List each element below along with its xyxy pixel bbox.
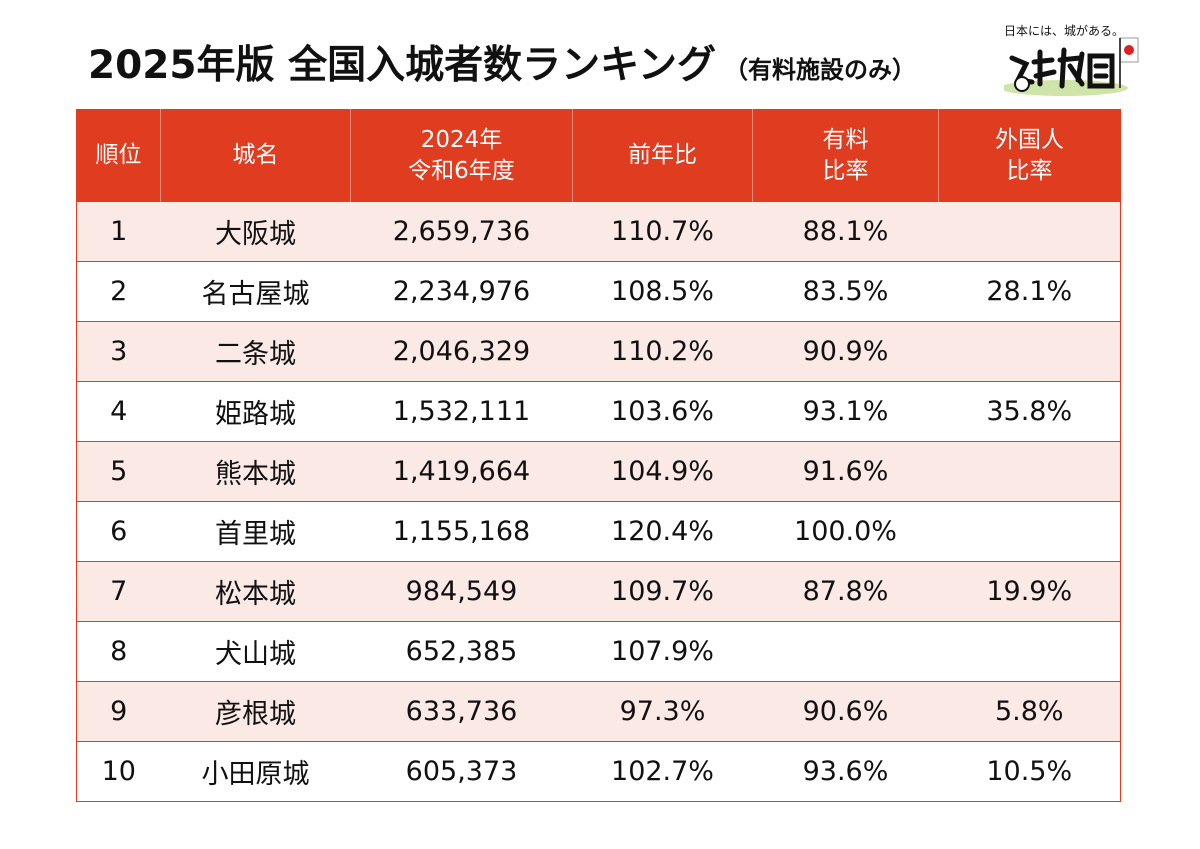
foreign-ratio-cell — [938, 321, 1121, 382]
visitors-cell: 605,373 — [350, 741, 573, 802]
ranking-table: 順位 城名 2024年 令和6年度 前年比 有料 比率 外国人 比率 1 大阪城 2… — [76, 109, 1121, 802]
castle-name-cell: 小田原城 — [160, 741, 351, 802]
rank-cell: 7 — [76, 561, 161, 622]
castle-name-cell: 首里城 — [160, 501, 351, 562]
paid-ratio-cell: 90.9% — [752, 321, 939, 382]
castle-name-cell: 松本城 — [160, 561, 351, 622]
paid-ratio-cell: 90.6% — [752, 681, 939, 742]
table-row: 7 松本城 984,549 109.7% 87.8% 19.9% — [76, 561, 1121, 622]
visitors-cell: 2,659,736 — [350, 201, 573, 262]
header-foreign-ratio-line2: 比率 — [1006, 157, 1053, 184]
castle-name-cell: 大阪城 — [160, 201, 351, 262]
foreign-ratio-cell: 19.9% — [938, 561, 1121, 622]
header-castle-name-label: 城名 — [232, 142, 279, 168]
rank-cell: 3 — [76, 321, 161, 382]
header-castle-name: 城名 — [160, 109, 351, 202]
yoy-cell: 103.6% — [572, 381, 753, 442]
castle-name-cell: 熊本城 — [160, 441, 351, 502]
header-visitors-line1: 2024年 — [420, 126, 503, 153]
foreign-ratio-cell — [938, 621, 1121, 682]
table-row: 9 彦根城 633,736 97.3% 90.6% 5.8% — [76, 681, 1121, 742]
rank-cell: 9 — [76, 681, 161, 742]
yoy-cell: 102.7% — [572, 741, 753, 802]
yoy-cell: 109.7% — [572, 561, 753, 622]
foreign-ratio-cell — [938, 441, 1121, 502]
visitors-cell: 984,549 — [350, 561, 573, 622]
castle-name-cell: 姫路城 — [160, 381, 351, 442]
visitors-cell: 2,234,976 — [350, 261, 573, 322]
header-visitors: 2024年 令和6年度 — [350, 109, 573, 202]
yoy-cell: 104.9% — [572, 441, 753, 502]
paid-ratio-cell: 83.5% — [752, 261, 939, 322]
title-main: 2025年版 全国入城者数ランキング — [88, 43, 716, 88]
table-row: 3 二条城 2,046,329 110.2% 90.9% — [76, 321, 1121, 382]
logo-brush-strokes — [1009, 47, 1115, 89]
ranking-table-body: 1 大阪城 2,659,736 110.7% 88.1% 2 名古屋城 2,234,976 10… — [76, 201, 1121, 802]
rank-cell: 10 — [76, 741, 161, 802]
foreign-ratio-cell — [938, 201, 1121, 262]
foreign-ratio-cell: 35.8% — [938, 381, 1121, 442]
foreign-ratio-cell: 5.8% — [938, 681, 1121, 742]
header-paid-ratio-line1: 有料 — [822, 126, 869, 153]
logo-flag-sun — [1124, 45, 1134, 55]
paid-ratio-cell: 88.1% — [752, 201, 939, 262]
yoy-cell: 110.7% — [572, 201, 753, 262]
header-paid-ratio: 有料 比率 — [752, 109, 939, 202]
rank-cell: 8 — [76, 621, 161, 682]
header-visitors-line2: 令和6年度 — [408, 157, 515, 184]
foreign-ratio-cell: 28.1% — [938, 261, 1121, 322]
yoy-cell: 107.9% — [572, 621, 753, 682]
header-rank-label: 順位 — [95, 142, 142, 168]
paid-ratio-cell: 91.6% — [752, 441, 939, 502]
visitors-cell: 1,419,664 — [350, 441, 573, 502]
header-rank: 順位 — [76, 109, 161, 202]
rank-cell: 6 — [76, 501, 161, 562]
header-foreign-ratio: 外国人 比率 — [938, 109, 1121, 202]
table-row: 5 熊本城 1,419,664 104.9% 91.6% — [76, 441, 1121, 502]
rank-cell: 2 — [76, 261, 161, 322]
yoy-cell: 108.5% — [572, 261, 753, 322]
visitors-cell: 2,046,329 — [350, 321, 573, 382]
table-row: 4 姫路城 1,532,111 103.6% 93.1% 35.8% — [76, 381, 1121, 442]
visitors-cell: 1,155,168 — [350, 501, 573, 562]
castle-name-cell: 犬山城 — [160, 621, 351, 682]
header-yoy-label: 前年比 — [628, 142, 697, 168]
rank-cell: 1 — [76, 201, 161, 262]
paid-ratio-cell: 93.6% — [752, 741, 939, 802]
paid-ratio-cell: 87.8% — [752, 561, 939, 622]
table-row: 6 首里城 1,155,168 120.4% 100.0% — [76, 501, 1121, 562]
rank-cell: 5 — [76, 441, 161, 502]
table-row: 8 犬山城 652,385 107.9% — [76, 621, 1121, 682]
paid-ratio-cell — [752, 621, 939, 682]
page-title: 2025年版 全国入城者数ランキング （有料施設のみ） — [88, 34, 916, 90]
foreign-ratio-cell: 10.5% — [938, 741, 1121, 802]
yoy-cell: 120.4% — [572, 501, 753, 562]
paid-ratio-cell: 100.0% — [752, 501, 939, 562]
castle-name-cell: 二条城 — [160, 321, 351, 382]
header-paid-ratio-line2: 比率 — [822, 157, 869, 184]
foreign-ratio-cell — [938, 501, 1121, 562]
visitors-cell: 633,736 — [350, 681, 573, 742]
castle-name-cell: 彦根城 — [160, 681, 351, 742]
logo-caption: 日本には、城がある。 — [1004, 24, 1125, 38]
visitors-cell: 652,385 — [350, 621, 573, 682]
header-foreign-ratio-line1: 外国人 — [995, 126, 1064, 153]
logo-figure-shape — [1014, 76, 1030, 92]
table-row: 2 名古屋城 2,234,976 108.5% 83.5% 28.1% — [76, 261, 1121, 322]
table-header-row: 順位 城名 2024年 令和6年度 前年比 有料 比率 外国人 比率 — [76, 109, 1121, 202]
visitors-cell: 1,532,111 — [350, 381, 573, 442]
header-yoy: 前年比 — [572, 109, 753, 202]
brand-logo: 日本には、城がある。 — [1004, 22, 1140, 98]
yoy-cell: 97.3% — [572, 681, 753, 742]
title-subtitle: （有料施設のみ） — [723, 56, 916, 84]
logo-mark-image — [1004, 37, 1139, 96]
table-row: 1 大阪城 2,659,736 110.7% 88.1% — [76, 201, 1121, 262]
yoy-cell: 110.2% — [572, 321, 753, 382]
rank-cell: 4 — [76, 381, 161, 442]
castle-name-cell: 名古屋城 — [160, 261, 351, 322]
paid-ratio-cell: 93.1% — [752, 381, 939, 442]
table-row: 10 小田原城 605,373 102.7% 93.6% 10.5% — [76, 741, 1121, 802]
